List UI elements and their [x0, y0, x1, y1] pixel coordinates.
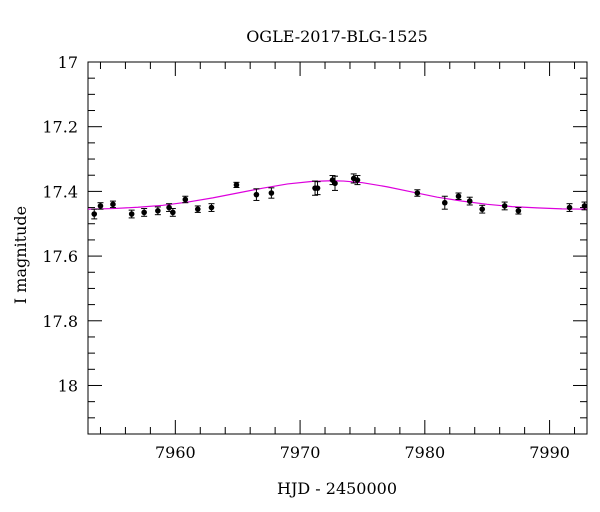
data-point — [208, 204, 215, 211]
data-point — [253, 191, 260, 198]
data-point — [479, 206, 486, 212]
data-point — [194, 206, 201, 212]
data-point — [141, 209, 147, 216]
data-point — [155, 208, 161, 214]
data-point — [128, 211, 135, 217]
data-point — [515, 208, 522, 214]
y-tick-label: 18 — [58, 376, 78, 395]
data-point — [170, 209, 176, 216]
y-tick-label: 17.6 — [42, 247, 78, 266]
data-point — [233, 182, 240, 188]
data-point — [566, 204, 573, 211]
data-point — [182, 196, 189, 203]
y-axis-label: I magnitude — [11, 206, 30, 304]
data-point — [501, 203, 508, 209]
data-point — [332, 180, 338, 187]
x-tick-label: 7990 — [529, 443, 570, 462]
chart-title: OGLE-2017-BLG-1525 — [246, 27, 428, 46]
data-point — [166, 204, 172, 211]
data-point — [268, 190, 275, 196]
data-points — [91, 173, 588, 220]
y-tick-label: 17.8 — [42, 312, 78, 331]
x-axis-label: HJD - 2450000 — [277, 479, 397, 498]
data-point — [97, 203, 104, 209]
data-point — [581, 203, 588, 209]
data-point — [354, 177, 361, 183]
plot-border — [87, 61, 588, 435]
data-point — [110, 201, 116, 208]
data-point — [466, 198, 473, 204]
model-line — [87, 180, 588, 210]
x-tick-label: 7980 — [404, 443, 445, 462]
y-tick-label: 17.4 — [42, 182, 78, 201]
tick-labels: 7960 7970 7980 7990 17 17.2 17.4 17.6 17.8 18 — [42, 53, 570, 462]
x-tick-label: 7970 — [280, 443, 321, 462]
plot-frame — [87, 61, 588, 435]
x-tick-label: 7960 — [155, 443, 196, 462]
axis-ticks — [88, 61, 587, 435]
model-curve — [87, 180, 588, 210]
data-point — [91, 211, 98, 217]
data-point — [441, 199, 448, 206]
data-point — [455, 193, 462, 200]
y-tick-label: 17.2 — [42, 118, 78, 137]
data-point — [314, 185, 321, 191]
y-tick-label: 17 — [58, 53, 78, 72]
data-point — [414, 190, 421, 196]
